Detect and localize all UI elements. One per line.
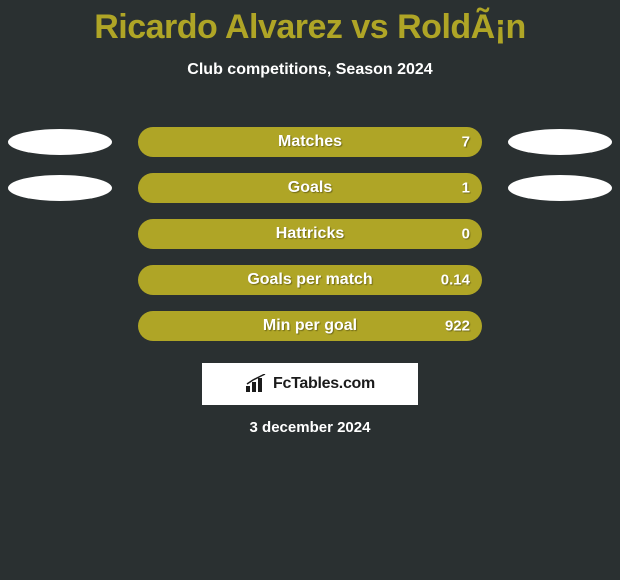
stat-label: Goals per match bbox=[247, 271, 372, 289]
brand-box[interactable]: FcTables.com bbox=[202, 363, 418, 405]
stat-bar: Goals per match 0.14 bbox=[138, 265, 482, 295]
stat-bar: Hattricks 0 bbox=[138, 219, 482, 249]
stat-value: 0 bbox=[462, 226, 470, 243]
stat-label: Matches bbox=[278, 133, 342, 151]
date-text: 3 december 2024 bbox=[0, 419, 620, 436]
stat-label: Goals bbox=[288, 179, 332, 197]
stat-row: Goals 1 bbox=[0, 165, 620, 211]
subtitle: Club competitions, Season 2024 bbox=[0, 61, 620, 79]
stat-label: Min per goal bbox=[263, 317, 357, 335]
player-left-marker bbox=[8, 175, 112, 201]
stat-bar: Goals 1 bbox=[138, 173, 482, 203]
stat-row: Hattricks 0 bbox=[0, 211, 620, 257]
stat-bar: Min per goal 922 bbox=[138, 311, 482, 341]
player-left-marker bbox=[8, 129, 112, 155]
stat-value: 1 bbox=[462, 180, 470, 197]
player-right-marker bbox=[508, 175, 612, 201]
stat-value: 0.14 bbox=[441, 272, 470, 289]
player-right-marker bbox=[508, 129, 612, 155]
comparison-card: Ricardo Alvarez vs RoldÃ¡n Club competit… bbox=[0, 0, 620, 580]
stat-row: Min per goal 922 bbox=[0, 303, 620, 349]
stat-value: 922 bbox=[445, 318, 470, 335]
stat-row: Goals per match 0.14 bbox=[0, 257, 620, 303]
brand-text: FcTables.com bbox=[273, 375, 375, 393]
stat-value: 7 bbox=[462, 134, 470, 151]
chart-logo-icon bbox=[245, 374, 267, 394]
stats-area: Matches 7 Goals 1 Hattricks 0 Goals per match 0… bbox=[0, 119, 620, 349]
stat-row: Matches 7 bbox=[0, 119, 620, 165]
stat-bar: Matches 7 bbox=[138, 127, 482, 157]
page-title: Ricardo Alvarez vs RoldÃ¡n bbox=[0, 0, 620, 47]
stat-label: Hattricks bbox=[276, 225, 344, 243]
